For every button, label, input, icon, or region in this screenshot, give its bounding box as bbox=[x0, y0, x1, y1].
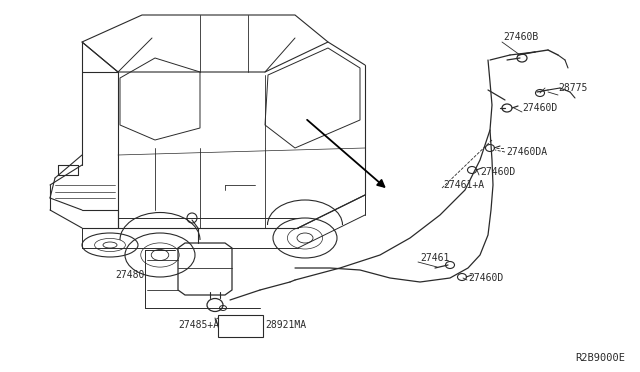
Text: 27460D: 27460D bbox=[480, 167, 515, 177]
Text: 28921MA: 28921MA bbox=[265, 320, 306, 330]
Text: 27461: 27461 bbox=[420, 253, 449, 263]
Text: R2B9000E: R2B9000E bbox=[575, 353, 625, 363]
Text: 27480: 27480 bbox=[116, 270, 145, 280]
Text: 27460DA: 27460DA bbox=[506, 147, 547, 157]
Text: 27461+A: 27461+A bbox=[443, 180, 484, 190]
Text: 27460B: 27460B bbox=[503, 32, 538, 42]
Text: 27460D: 27460D bbox=[522, 103, 557, 113]
Bar bbox=[218, 315, 263, 337]
Text: 28775: 28775 bbox=[558, 83, 588, 93]
Text: 27485+A: 27485+A bbox=[178, 320, 219, 330]
Text: 27460D: 27460D bbox=[468, 273, 503, 283]
